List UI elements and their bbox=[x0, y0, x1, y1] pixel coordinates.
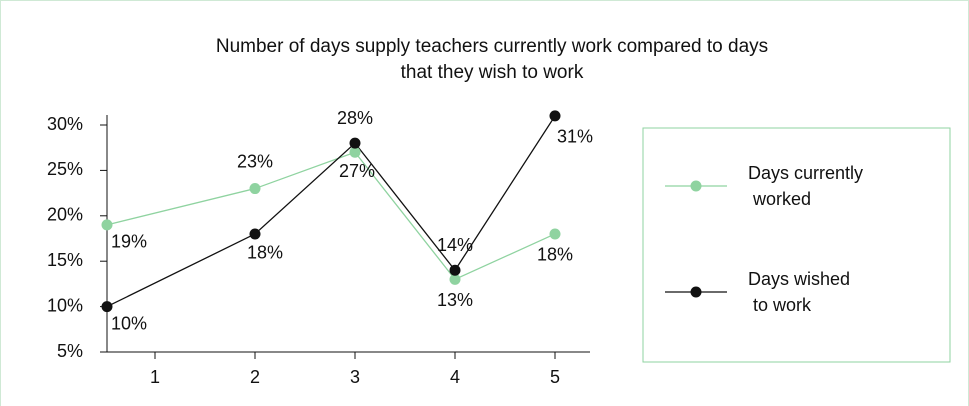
y-tick-label: 15% bbox=[47, 250, 83, 270]
data-label: 13% bbox=[437, 290, 473, 310]
legend-marker bbox=[690, 286, 702, 298]
chart-title: Number of days supply teachers currently… bbox=[216, 36, 768, 57]
legend-marker bbox=[690, 180, 702, 192]
data-point bbox=[349, 137, 361, 149]
data-point bbox=[449, 273, 461, 285]
y-tick-label: 25% bbox=[47, 159, 83, 179]
data-label: 28% bbox=[337, 108, 373, 128]
y-tick-label: 30% bbox=[47, 114, 83, 134]
x-tick-label: 4 bbox=[450, 367, 460, 387]
data-label: 18% bbox=[537, 245, 573, 265]
legend-box bbox=[642, 127, 951, 363]
y-tick-label: 5% bbox=[57, 341, 83, 361]
data-point bbox=[249, 183, 261, 195]
data-point bbox=[349, 146, 361, 158]
legend-label: Days wished to work bbox=[748, 269, 850, 315]
chart-subtitle: that they wish to work bbox=[401, 62, 584, 83]
data-point bbox=[101, 301, 113, 313]
y-tick-label: 20% bbox=[47, 205, 83, 225]
data-label: 14% bbox=[437, 235, 473, 255]
x-tick-label: 3 bbox=[350, 367, 360, 387]
data-point bbox=[549, 110, 561, 122]
data-point bbox=[101, 219, 113, 231]
x-tick-label: 1 bbox=[150, 367, 160, 387]
x-tick-label: 2 bbox=[250, 367, 260, 387]
data-point bbox=[249, 228, 261, 240]
data-point bbox=[449, 264, 461, 276]
data-label: 10% bbox=[111, 313, 147, 333]
data-label: 27% bbox=[339, 161, 375, 181]
x-tick-label: 5 bbox=[550, 367, 560, 387]
data-label: 19% bbox=[111, 232, 147, 252]
data-label: 31% bbox=[557, 127, 593, 147]
data-label: 23% bbox=[237, 151, 273, 171]
legend-label: Days currently worked bbox=[748, 163, 863, 209]
data-point bbox=[549, 228, 561, 240]
data-label: 18% bbox=[247, 243, 283, 263]
y-tick-label: 10% bbox=[47, 295, 83, 315]
